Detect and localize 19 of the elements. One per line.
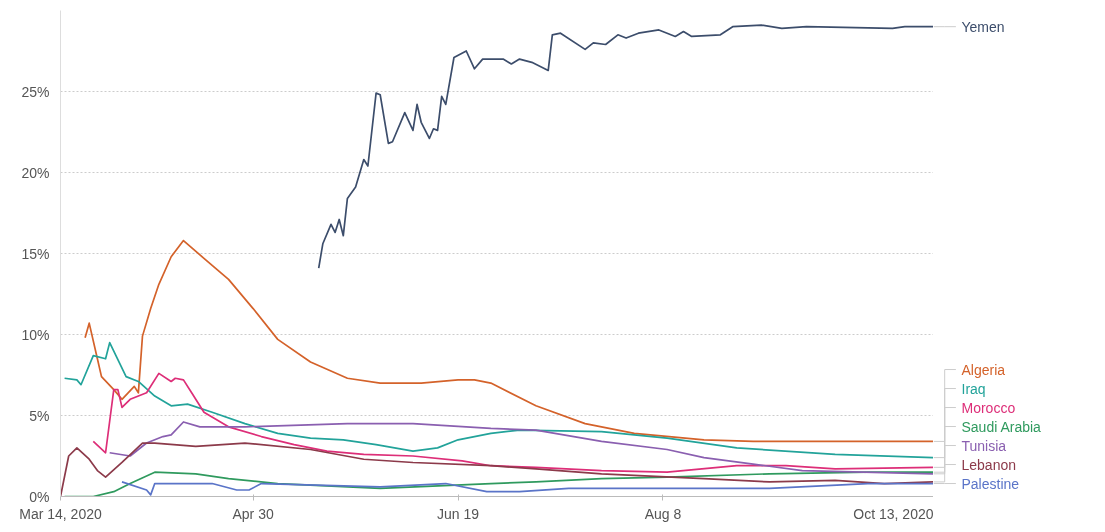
text: Tunisia xyxy=(961,437,1007,454)
y-tick-label: 20% xyxy=(21,164,50,181)
x-tick-label: Jun 19 xyxy=(437,505,480,522)
series-label: Palestine xyxy=(961,475,1020,492)
y-tick-label: 10% xyxy=(21,326,50,343)
x-tick-label: Oct 13, 2020 xyxy=(853,505,934,522)
text: Saudi Arabia xyxy=(961,418,1042,435)
text: Algeria xyxy=(961,361,1006,378)
y-tick-label: 5% xyxy=(29,407,50,424)
y-tick-label: 0% xyxy=(29,488,50,505)
y-tick-label: 25% xyxy=(21,83,50,100)
x-tick-label: Apr 30 xyxy=(232,505,274,522)
x-tick-label: Aug 8 xyxy=(644,505,682,522)
x-tick-label: Mar 14, 2020 xyxy=(19,505,102,522)
text: Iraq xyxy=(961,380,986,397)
series-label: Yemen xyxy=(961,18,1005,35)
text: Morocco xyxy=(961,399,1016,416)
y-tick-label: 15% xyxy=(21,245,50,262)
text: Lebanon xyxy=(961,456,1017,473)
